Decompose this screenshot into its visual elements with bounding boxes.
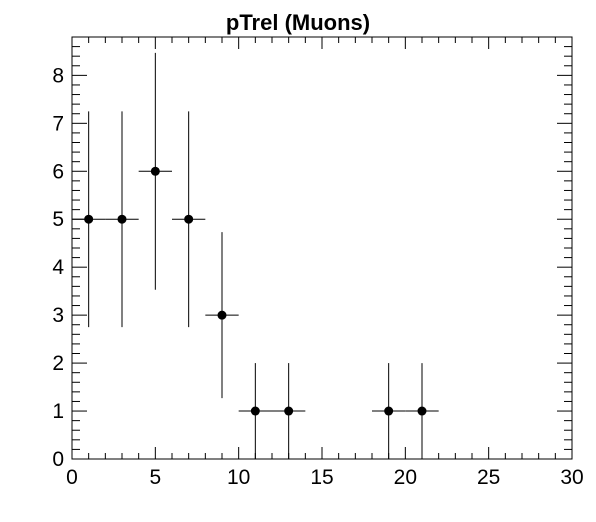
y-tick-label: 0 [52, 448, 64, 471]
data-point [405, 363, 439, 459]
x-tick-label: 20 [394, 466, 417, 489]
point-marker [84, 214, 94, 224]
point-marker [417, 406, 427, 416]
x-tick-label: 5 [149, 466, 161, 489]
x-tick-label: 15 [310, 466, 333, 489]
axes: 0 5 10 15 20 25 30 0 1 2 3 4 5 6 7 8 [52, 36, 584, 489]
y-tick-label: 5 [52, 208, 64, 231]
point-marker [384, 406, 394, 416]
point-marker [250, 406, 260, 416]
point-marker [184, 214, 194, 224]
point-marker [150, 166, 160, 176]
point-marker [117, 214, 127, 224]
data-points [72, 52, 439, 459]
y-tick-label: 4 [52, 256, 64, 279]
y-tick-label: 3 [52, 304, 64, 327]
plot-frame [71, 36, 573, 460]
x-tick-label: 30 [560, 466, 583, 489]
data-point [172, 111, 206, 328]
data-point [238, 363, 272, 459]
y-tick-label: 7 [52, 112, 64, 135]
y-tick-label: 6 [52, 160, 64, 183]
data-point [72, 111, 106, 328]
data-point [372, 363, 406, 459]
chart-title: pTrel (Muons) [226, 10, 370, 35]
x-tick-label: 10 [227, 466, 250, 489]
y-tick-label: 2 [52, 352, 64, 375]
point-marker [217, 310, 227, 320]
data-point [272, 363, 306, 459]
x-tick-label: 0 [66, 466, 78, 489]
data-point [138, 52, 172, 290]
point-marker [284, 406, 294, 416]
y-tick-label: 8 [52, 64, 64, 87]
data-point [205, 232, 239, 399]
data-point [105, 111, 139, 328]
y-tick-label: 1 [52, 400, 64, 423]
x-tick-label: 25 [477, 466, 500, 489]
